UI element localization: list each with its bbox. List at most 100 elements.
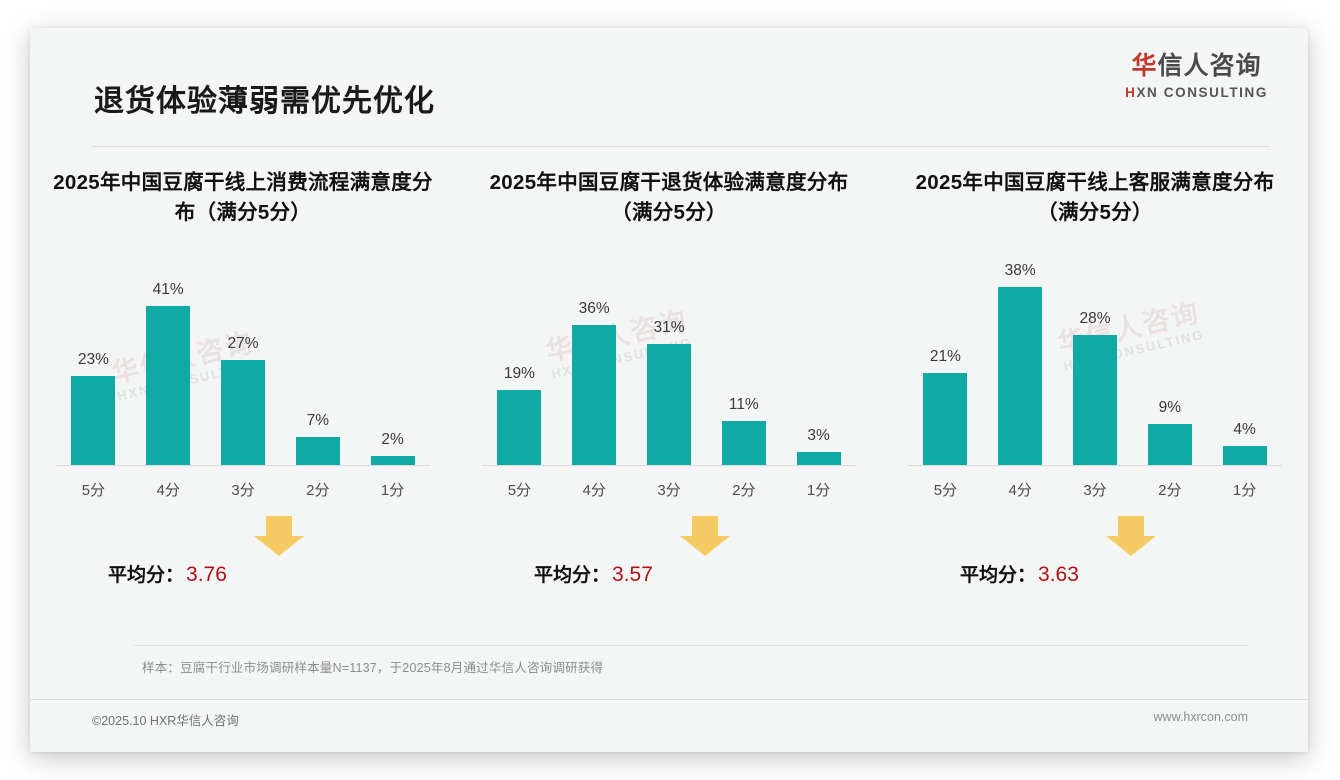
x-axis-labels-3: 5分 4分 3分 2分 1分 [908,479,1282,500]
bar-column: 38% [983,256,1058,465]
logo-english: HXN CONSULTING [1125,86,1268,100]
bar-value-label: 38% [1004,261,1036,279]
x-tick-label: 3分 [657,481,681,499]
x-tick-label: 2分 [1158,481,1182,499]
bar-value-label: 23% [77,350,109,368]
bar[interactable] [796,451,841,465]
average-label: 平均分： [108,564,185,586]
bar[interactable] [1072,334,1117,465]
chart-title-1: 2025年中国豆腐干线上消费流程满意度分布（满分5分） [53,171,433,225]
average-score-text: 平均分：3.57 [534,560,653,587]
bar-column: 3% [781,256,856,465]
average-score-text: 平均分：3.63 [960,560,1079,587]
bars-2: 19% 36% 31% 11% [482,256,856,465]
average-value: 3.57 [612,562,653,586]
slide-card: 退货体验薄弱需优先优化 华信人咨询 HXN CONSULTING 2025年中国… [30,28,1308,752]
chart-panel-2: 2025年中国豆腐干退货体验满意度分布（满分5分） 华信人咨询 HXN CONS… [456,168,882,594]
x-tick-label: 4分 [1008,481,1032,499]
average-score-text: 平均分：3.76 [108,560,227,587]
bar-chart-2: 华信人咨询 HXN CONSULTING 19% 36% 31% [482,257,856,502]
bar[interactable] [721,420,766,465]
bar-value-label: 4% [1233,420,1256,438]
bar-chart-3: 华信人咨询 HXN CONSULTING 21% 38% 28% [908,257,1282,502]
x-tick-label: 2分 [732,481,756,499]
bar-column: 41% [131,256,206,465]
bar[interactable] [1222,445,1267,465]
down-arrow-icon [252,514,306,558]
logo-english-rest: XN CONSULTING [1136,85,1268,100]
bar[interactable] [923,372,968,465]
bar-column: 2% [355,256,430,465]
bar-value-label: 28% [1079,309,1111,327]
chart-panel-1: 2025年中国豆腐干线上消费流程满意度分布（满分5分） 华信人咨询 HXN CO… [30,168,456,594]
x-tick-label: 5分 [507,481,532,499]
slide-header: 退货体验薄弱需优先优化 华信人咨询 HXN CONSULTING [30,28,1308,147]
footer-divider [30,699,1308,700]
average-label: 平均分： [534,564,611,586]
logo-english-accent: H [1125,85,1137,100]
bar-value-label: 9% [1158,398,1181,416]
bar[interactable] [146,305,191,465]
x-tick-label: 3分 [231,481,255,499]
bar[interactable] [1147,423,1192,465]
bar-value-label: 19% [503,364,535,382]
chart-title-3: 2025年中国豆腐干线上客服满意度分布（满分5分） [915,171,1275,225]
x-tick-label: 1分 [380,481,405,499]
average-callout-3: 平均分：3.63 [908,514,1282,594]
bar[interactable] [497,389,542,465]
average-callout-1: 平均分：3.76 [56,514,430,594]
website-link[interactable]: www.hxrcon.com [1153,710,1248,724]
bar-column: 19% [482,256,557,465]
bars-3: 21% 38% 28% 9% [908,256,1282,465]
x-axis-line [56,464,430,466]
bar-column: 27% [206,256,281,465]
bar[interactable] [220,359,265,465]
slide-footer: ©2025.10 HXR华信人咨询 www.hxrcon.com [30,710,1308,732]
x-axis-labels-2: 5分 4分 3分 2分 1分 [482,479,856,500]
bar-chart-1: 华信人咨询 HXN CONSULTING 23% 41% 27% [56,257,430,502]
chart-title-2: 2025年中国豆腐干退货体验满意度分布（满分5分） [489,171,849,225]
bar-value-label: 27% [227,334,259,352]
x-tick-label: 4分 [156,481,180,499]
down-arrow-icon [678,514,732,558]
bar-column: 36% [557,256,632,465]
bar-column: 21% [908,256,983,465]
bar-value-label: 31% [653,318,685,336]
bar-value-label: 2% [381,430,404,448]
bar-value-label: 36% [578,299,610,317]
bar-column: 9% [1132,256,1207,465]
sample-footnote: 样本：豆腐干行业市场调研样本量N=1137，于2025年8月通过华信人咨询调研获… [142,661,604,675]
bar[interactable] [998,286,1043,465]
bar[interactable] [370,455,415,465]
x-tick-label: 1分 [1232,481,1257,499]
x-axis-line [482,464,856,466]
bars-1: 23% 41% 27% 7% [56,256,430,465]
bar-column: 7% [280,256,355,465]
bar-column: 4% [1207,256,1282,465]
bar-value-label: 21% [929,347,961,365]
x-tick-label: 3分 [1083,481,1107,499]
bar-column: 28% [1058,256,1133,465]
average-callout-2: 平均分：3.57 [482,514,856,594]
x-tick-label: 2分 [306,481,330,499]
bar[interactable] [646,343,691,465]
average-value: 3.63 [1038,562,1079,586]
x-tick-label: 1分 [806,481,831,499]
x-axis-labels-1: 5分 4分 3分 2分 1分 [56,479,430,500]
bar-value-label: 3% [807,426,830,444]
bar[interactable] [71,375,116,465]
bar[interactable] [572,324,617,465]
bar-value-label: 7% [306,411,329,429]
bar-value-label: 41% [152,280,184,298]
average-value: 3.76 [186,562,227,586]
brand-logo: 华信人咨询 HXN CONSULTING [1125,54,1268,100]
footnote-divider [134,645,1248,646]
x-axis-line [908,464,1282,466]
bar[interactable] [295,436,340,465]
average-label: 平均分： [960,564,1037,586]
down-arrow-icon [1104,514,1158,558]
bar-column: 31% [632,256,707,465]
x-tick-label: 4分 [582,481,606,499]
bar-column: 23% [56,256,131,465]
header-divider [92,146,1270,147]
